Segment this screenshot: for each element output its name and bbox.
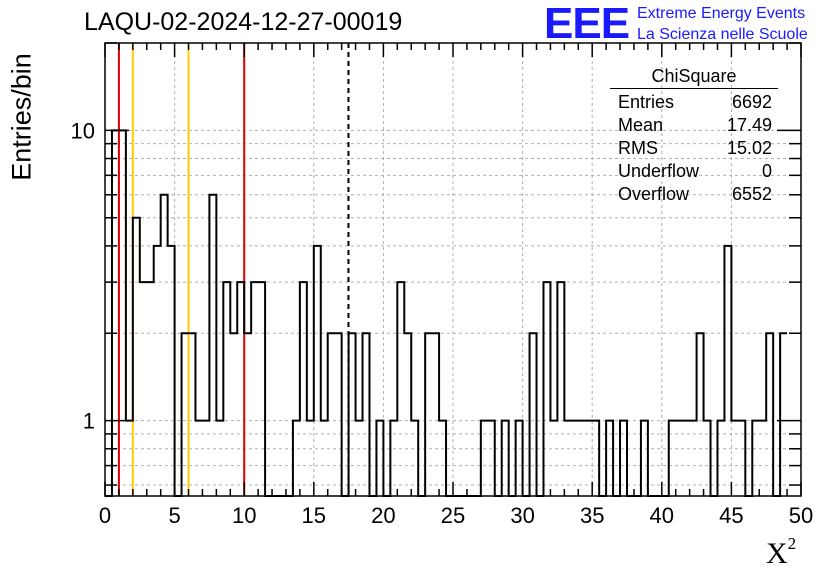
x-axis-label-superscript: 2 — [787, 534, 797, 553]
stats-label: Mean — [618, 115, 664, 135]
x-tick-label: 10 — [232, 503, 256, 528]
stats-row-overflow: Overflow 6552 — [610, 183, 778, 206]
stats-box: ChiSquare Entries 6692 Mean 17.49 RMS 15… — [610, 66, 778, 206]
stats-label: RMS — [618, 138, 658, 158]
x-axis-label: X2 — [766, 534, 796, 571]
stats-label: Overflow — [618, 184, 690, 204]
x-tick-label: 35 — [580, 503, 604, 528]
x-tick-label: 40 — [650, 503, 674, 528]
stats-value: 17.49 — [726, 115, 772, 135]
y-axis-ticks: 1 10 — [71, 42, 801, 486]
eee-logo: EEE — [544, 0, 630, 48]
brand-line-1: Extreme Energy Events — [637, 5, 806, 22]
stats-row-entries: Entries 6692 — [610, 91, 778, 114]
x-axis-label-text: X — [766, 537, 788, 570]
stats-title: ChiSquare — [610, 66, 778, 89]
stats-label: Entries — [618, 92, 675, 112]
stats-label: Underflow — [618, 161, 700, 181]
stats-row-mean: Mean 17.49 — [610, 114, 778, 137]
brand-line-2: La Scienza nelle Scuole — [637, 26, 808, 43]
stats-row-rms: RMS 15.02 — [610, 137, 778, 160]
y-axis-label: Entries/bin — [4, 42, 40, 192]
histogram-bars — [105, 129, 788, 497]
x-tick-label: 30 — [510, 503, 534, 528]
x-tick-label: 25 — [441, 503, 465, 528]
grid-lines — [105, 43, 801, 496]
stats-row-underflow: Underflow 0 — [610, 160, 778, 183]
x-tick-label: 5 — [168, 503, 180, 528]
x-tick-label: 15 — [302, 503, 326, 528]
chart-title: LAQU-02-2024-12-27-00019 — [84, 8, 403, 36]
stats-value: 0 — [761, 161, 772, 181]
stats-value: 15.02 — [726, 138, 772, 158]
x-tick-label: 45 — [719, 503, 743, 528]
x-axis-ticks: 0 5 10 15 20 25 30 35 40 45 50 — [99, 43, 813, 528]
stats-value: 6552 — [731, 184, 772, 204]
x-tick-label: 20 — [371, 503, 395, 528]
y-tick-label: 1 — [83, 409, 95, 434]
x-tick-label: 50 — [789, 503, 813, 528]
stats-value: 6692 — [731, 92, 772, 112]
x-tick-label: 0 — [99, 503, 111, 528]
y-axis-label-text: Entries/bin — [6, 53, 37, 181]
y-tick-label: 10 — [71, 118, 95, 143]
